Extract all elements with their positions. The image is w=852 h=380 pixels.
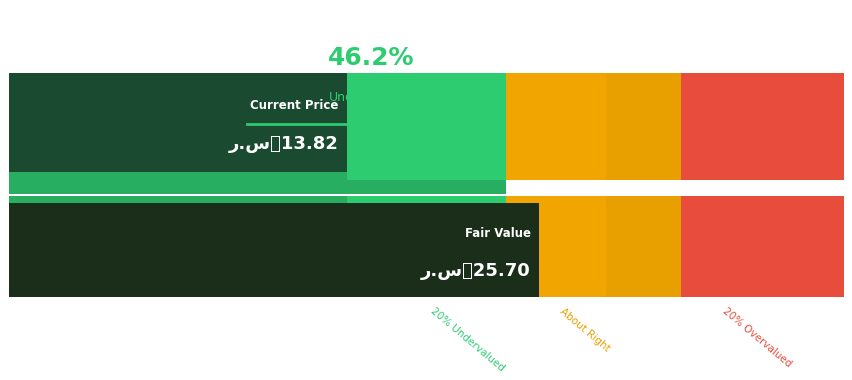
Bar [9, 196, 347, 297]
Text: 20% Undervalued: 20% Undervalued [428, 306, 505, 374]
Text: 20% Overvalued: 20% Overvalued [720, 306, 792, 370]
Bar [9, 180, 505, 195]
Bar [606, 73, 681, 182]
Text: Current Price: Current Price [250, 99, 338, 112]
Text: ر.سؓ13.82: ر.سؓ13.82 [228, 135, 338, 154]
Bar [505, 73, 606, 182]
Bar [347, 73, 505, 182]
Bar [9, 73, 347, 172]
Bar [681, 73, 843, 182]
Text: About Right: About Right [557, 306, 611, 354]
Text: Undervalued: Undervalued [328, 91, 408, 104]
Text: Fair Value: Fair Value [464, 227, 530, 240]
Bar [606, 196, 681, 297]
Bar [9, 73, 347, 182]
Bar [505, 196, 606, 297]
Bar [681, 196, 843, 297]
Text: 46.2%: 46.2% [328, 46, 414, 70]
Text: ر.سؓ25.70: ر.سؓ25.70 [421, 261, 530, 280]
Bar [9, 203, 538, 297]
Bar [347, 196, 505, 297]
Bar [505, 180, 843, 195]
